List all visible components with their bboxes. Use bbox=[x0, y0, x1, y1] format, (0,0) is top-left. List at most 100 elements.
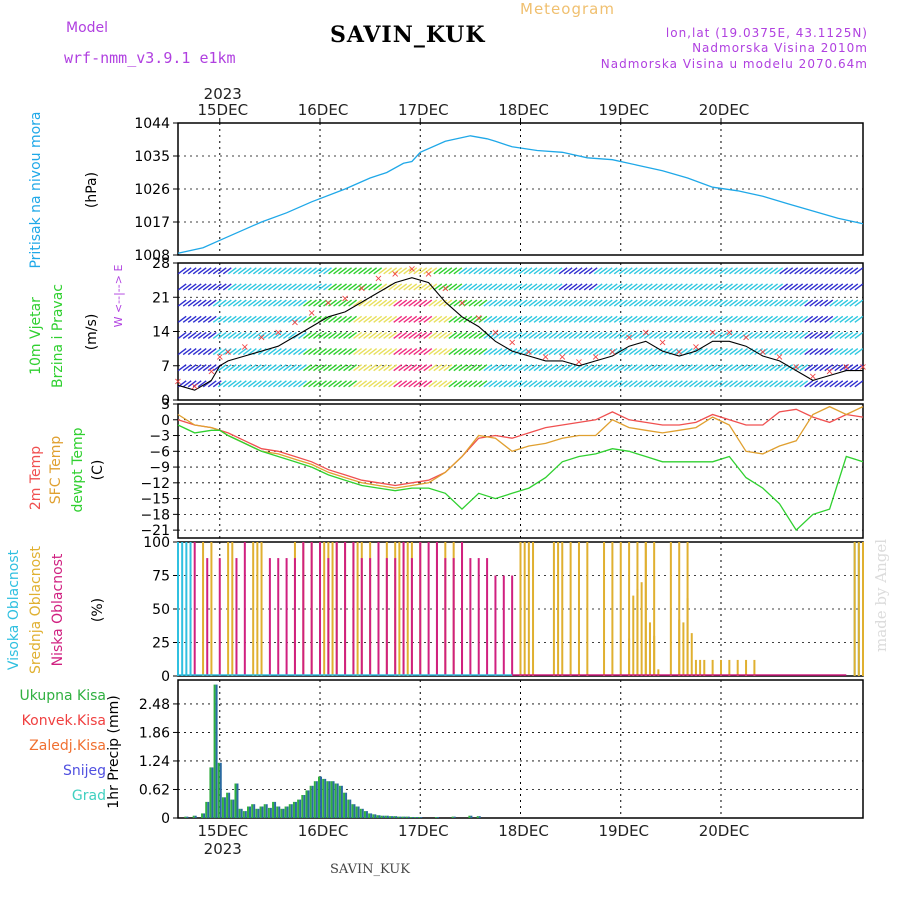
wind-gust-marker: × bbox=[391, 269, 399, 280]
wind-barb bbox=[628, 331, 638, 339]
wind-barb bbox=[638, 283, 648, 291]
wind-barb bbox=[678, 364, 688, 372]
wind-barb bbox=[523, 380, 533, 388]
wind-barb bbox=[719, 331, 728, 339]
wind-barb bbox=[714, 299, 723, 307]
wind-barb bbox=[267, 315, 277, 323]
wind-barb bbox=[232, 315, 242, 323]
cloud-bar bbox=[402, 542, 405, 676]
wind-barb bbox=[598, 315, 608, 323]
precip-bar-snow bbox=[386, 815, 389, 818]
precip-bar-snow bbox=[278, 806, 281, 818]
cloud-bar-mid bbox=[632, 595, 635, 676]
wind-barb bbox=[288, 315, 297, 323]
precip-bar-total bbox=[259, 806, 262, 818]
wind-barb bbox=[804, 364, 814, 372]
wind-barb bbox=[237, 299, 247, 307]
wind-barb bbox=[503, 299, 513, 307]
wind-barb bbox=[448, 299, 458, 307]
wind-barb bbox=[368, 267, 378, 275]
wind-barb bbox=[403, 380, 413, 388]
precip-bar-total bbox=[251, 804, 254, 818]
ylabel-mid-cloud: Srednja Oblacnost bbox=[28, 546, 44, 674]
wind-barb bbox=[483, 380, 493, 388]
wind-barb bbox=[508, 364, 518, 372]
wind-barb bbox=[759, 315, 769, 323]
wind-barb bbox=[739, 348, 748, 356]
wind-barb bbox=[834, 267, 844, 275]
cloud-bar bbox=[202, 542, 205, 676]
wind-barb bbox=[638, 315, 648, 323]
wind-barb bbox=[648, 331, 658, 339]
wind-barb bbox=[328, 380, 337, 388]
precip-bar-snow bbox=[332, 781, 335, 818]
wind-barb bbox=[257, 299, 267, 307]
wind-barb bbox=[699, 267, 708, 275]
wind-barb bbox=[578, 315, 588, 323]
wind-gust-marker: × bbox=[742, 332, 750, 343]
cloud-bar-mid bbox=[653, 635, 656, 676]
wind-barb bbox=[538, 283, 548, 291]
wind-barb bbox=[593, 283, 603, 291]
wind-barb bbox=[313, 283, 322, 291]
precip-bar-total bbox=[209, 767, 212, 818]
wind-barb bbox=[523, 364, 533, 372]
cloud-bar bbox=[552, 542, 555, 676]
x-day-label-top: 20DEC bbox=[699, 101, 750, 119]
wind-barb bbox=[232, 267, 242, 275]
wind-barb bbox=[303, 283, 312, 291]
cloud-bar bbox=[419, 542, 422, 676]
wind-barb bbox=[458, 364, 468, 372]
y-tick-label-wind: 14 bbox=[152, 325, 170, 341]
wind-barb bbox=[739, 267, 748, 275]
cloud-bar-mid bbox=[690, 633, 693, 676]
precip-bar-total bbox=[309, 785, 312, 818]
wind-barb bbox=[348, 283, 358, 291]
wind-barb bbox=[789, 331, 799, 339]
wind-barb bbox=[438, 283, 448, 291]
wind-barb bbox=[764, 299, 774, 307]
wind-barb bbox=[378, 364, 388, 372]
wind-barb bbox=[368, 348, 378, 356]
cloud-bar bbox=[327, 558, 330, 676]
wind-barb bbox=[784, 267, 794, 275]
precip-bar-total bbox=[376, 815, 379, 818]
wind-barb bbox=[779, 331, 789, 339]
wind-barb bbox=[809, 380, 819, 388]
wind-gust-marker: × bbox=[508, 337, 516, 348]
wind-barb bbox=[232, 380, 242, 388]
wind-barb bbox=[774, 364, 784, 372]
cloud-bar bbox=[335, 542, 338, 676]
wind-gust-marker: × bbox=[541, 352, 549, 363]
wind-barb bbox=[593, 315, 603, 323]
wind-barb bbox=[503, 283, 513, 291]
wind-barb bbox=[673, 364, 683, 372]
wind-barb bbox=[298, 299, 307, 307]
wind-gust-marker: × bbox=[859, 362, 867, 373]
wind-barb bbox=[503, 348, 513, 356]
wind-barb bbox=[283, 380, 292, 388]
precip-bar-total bbox=[238, 808, 241, 818]
wind-barb bbox=[754, 348, 763, 356]
wind-barb bbox=[729, 315, 738, 323]
wind-barb bbox=[814, 348, 824, 356]
wind-barb bbox=[222, 283, 232, 291]
wind-barb bbox=[182, 331, 192, 339]
wind-barb bbox=[764, 267, 774, 275]
wind-barb bbox=[628, 364, 638, 372]
wind-barb bbox=[458, 380, 468, 388]
wind-barb bbox=[498, 348, 508, 356]
wind-barb bbox=[358, 364, 368, 372]
wind-barb bbox=[288, 283, 297, 291]
wind-barb bbox=[227, 348, 237, 356]
wind-barb bbox=[272, 364, 282, 372]
wind-barb bbox=[222, 299, 232, 307]
wind-barb bbox=[283, 299, 292, 307]
wind-barb bbox=[734, 315, 743, 323]
wind-barb bbox=[573, 299, 583, 307]
wind-barb bbox=[618, 267, 628, 275]
wind-barb bbox=[854, 267, 864, 275]
wind-barb bbox=[699, 380, 708, 388]
precip-bar-total bbox=[384, 815, 387, 818]
precip-bar-snow bbox=[336, 783, 339, 818]
